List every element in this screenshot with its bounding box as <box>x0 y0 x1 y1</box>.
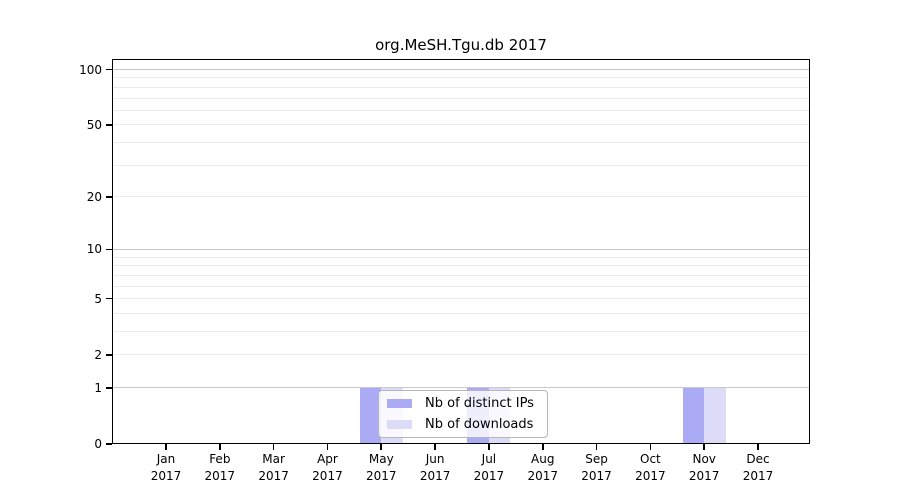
x-tick-label: Aug 2017 <box>511 451 575 484</box>
bar-distinct-ips <box>359 387 382 444</box>
plot-area-border <box>112 59 810 444</box>
x-tick <box>757 444 759 450</box>
y-gridline-minor <box>113 285 809 287</box>
legend-item-downloads: Nb of downloads <box>387 417 539 432</box>
x-tick-label: Oct 2017 <box>618 451 682 484</box>
x-tick <box>272 444 275 450</box>
y-tick <box>106 386 112 389</box>
y-tick-label: 50 <box>86 117 102 132</box>
x-tick-month: Jan <box>156 452 176 466</box>
bar-distinct-ips <box>682 387 705 444</box>
y-tick <box>106 68 112 71</box>
x-tick-year: 2017 <box>527 468 558 483</box>
legend-swatch-downloads-icon <box>387 420 412 429</box>
y-gridline-minor <box>113 77 809 79</box>
y-tick <box>106 297 112 300</box>
x-tick-month: Sep <box>585 452 608 466</box>
y-tick-label: 20 <box>86 189 102 204</box>
y-gridline-major <box>113 248 809 250</box>
x-tick-year: 2017 <box>635 468 666 483</box>
x-tick-year: 2017 <box>312 468 343 483</box>
legend-label-distinct-ips: Nb of distinct IPs <box>425 396 534 411</box>
y-gridline-minor <box>113 354 809 356</box>
x-tick <box>326 444 329 450</box>
legend: Nb of distinct IPs Nb of downloads <box>378 390 548 438</box>
y-gridline-minor <box>113 265 809 267</box>
y-tick-label: 100 <box>79 62 102 77</box>
x-tick-year: 2017 <box>473 468 505 483</box>
y-gridline-minor <box>113 164 809 166</box>
y-tick-label: 5 <box>94 291 102 306</box>
x-tick-label: Sep 2017 <box>565 451 629 484</box>
y-tick <box>106 196 112 198</box>
y-tick <box>106 443 112 445</box>
x-tick-label: Nov 2017 <box>672 451 736 484</box>
x-tick-label: Jul 2017 <box>457 451 521 484</box>
x-tick-year: 2017 <box>365 468 397 483</box>
x-tick-label: Feb 2017 <box>188 451 252 484</box>
bar-downloads <box>704 387 726 444</box>
x-tick-year: 2017 <box>581 468 612 483</box>
x-tick-label: Jun 2017 <box>403 451 467 484</box>
x-tick-month: Feb <box>209 452 231 466</box>
y-gridline-major <box>113 69 809 71</box>
y-gridline-minor <box>113 196 809 198</box>
x-tick-month: Aug <box>531 452 555 466</box>
x-tick-year: 2017 <box>258 468 289 483</box>
x-tick-label: May 2017 <box>349 451 413 484</box>
y-gridline-major <box>113 387 809 389</box>
x-tick-month: Oct <box>640 452 661 466</box>
y-tick <box>106 248 112 251</box>
x-tick-month: Apr <box>317 452 338 466</box>
x-tick-year: 2017 <box>204 468 236 483</box>
x-tick-month: Jun <box>425 452 445 466</box>
x-tick <box>165 444 167 450</box>
x-tick <box>488 444 490 450</box>
legend-swatch-distinct-ips-icon <box>387 399 412 408</box>
y-gridline-minor <box>113 124 809 126</box>
y-gridline-minor <box>113 298 809 300</box>
y-tick-label: 2 <box>94 347 102 362</box>
y-gridline-minor <box>113 274 809 276</box>
y-tick-label: 0 <box>94 437 102 451</box>
chart-title: org.MeSH.Tgu.db 2017 <box>375 36 547 54</box>
x-tick <box>649 444 652 450</box>
y-gridline-minor <box>113 109 809 111</box>
y-gridline-minor <box>113 97 809 99</box>
x-tick-label: Jan 2017 <box>134 451 198 484</box>
y-gridline-minor <box>113 256 809 258</box>
x-tick-label: Dec 2017 <box>726 451 790 484</box>
y-tick-label: 10 <box>86 242 102 257</box>
x-tick-year: 2017 <box>742 468 774 483</box>
y-gridline-minor <box>113 86 809 88</box>
x-tick-label: Apr 2017 <box>295 451 359 484</box>
x-tick-year: 2017 <box>688 468 720 483</box>
y-gridline-minor <box>113 331 809 333</box>
y-tick-label: 1 <box>94 380 102 395</box>
x-tick <box>434 444 436 450</box>
y-tick <box>106 124 112 126</box>
x-tick-month: May <box>368 452 394 466</box>
y-gridline-minor <box>113 142 809 144</box>
x-tick-month: Jul <box>481 452 497 466</box>
legend-label-downloads: Nb of downloads <box>425 417 534 432</box>
x-tick-year: 2017 <box>150 468 182 483</box>
legend-item-distinct-ips: Nb of distinct IPs <box>387 396 539 411</box>
x-tick <box>595 444 598 450</box>
x-tick-month: Mar <box>262 452 285 466</box>
x-tick <box>703 444 705 450</box>
x-tick <box>219 444 221 450</box>
y-tick <box>106 354 112 356</box>
x-tick <box>541 444 544 450</box>
y-gridline-minor <box>113 312 809 314</box>
x-tick-label: Mar 2017 <box>242 451 306 484</box>
x-tick-month: Dec <box>746 452 770 466</box>
x-tick-month: Nov <box>692 452 716 466</box>
x-tick <box>380 444 383 450</box>
x-tick-year: 2017 <box>419 468 451 483</box>
